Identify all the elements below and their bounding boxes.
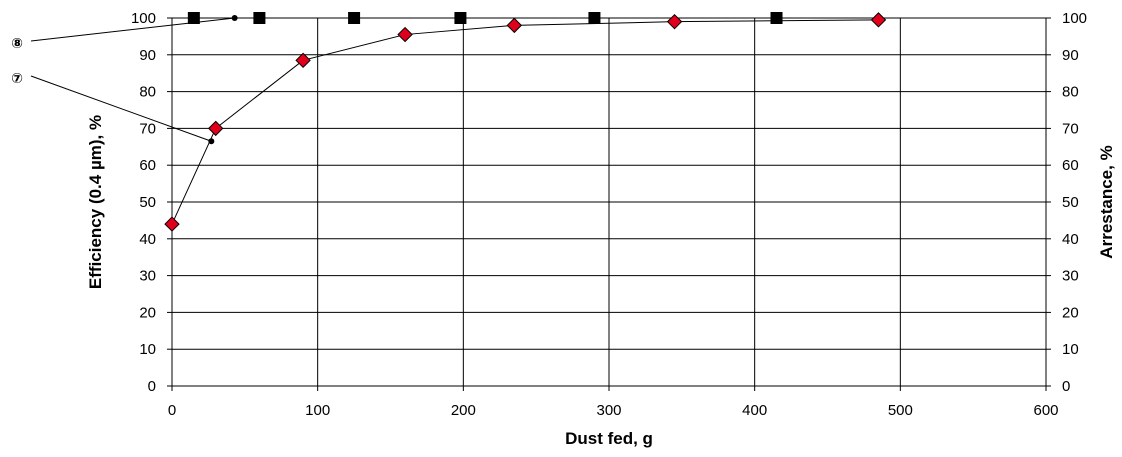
y2-tick-label: 80	[1062, 84, 1079, 101]
y-axis-title: Efficiency (0.4 µm), %	[86, 115, 105, 289]
grid	[171, 17, 1047, 387]
x-tick-label: 500	[888, 402, 913, 419]
y2-tick-label: 90	[1062, 47, 1079, 64]
x-tick-label: 100	[305, 402, 330, 419]
x-tick-label: 600	[1033, 402, 1058, 419]
data-point-diamond	[207, 120, 224, 137]
data-point-diamond	[506, 17, 523, 34]
data-point-square	[253, 12, 266, 24]
labels: 0 10 20 30 40 50 60 70 80 90 100 0 10 20 30 40 50 60 70 80 9…	[11, 10, 1116, 448]
y-tick-label: 30	[139, 268, 156, 285]
y2-tick-label: 40	[1062, 231, 1079, 248]
callout-point	[231, 15, 238, 21]
y-tick-label: 20	[139, 304, 156, 321]
callout-point	[208, 138, 215, 145]
x-tick-label: 200	[451, 402, 476, 419]
y2-tick-label: 20	[1062, 304, 1079, 321]
y2-tick-label: 50	[1062, 194, 1079, 211]
y2-tick-label: 70	[1062, 120, 1079, 137]
data-point-square	[770, 12, 783, 24]
y-tick-label: 40	[139, 231, 156, 248]
y-tick-label: 90	[139, 47, 156, 64]
y2-tick-label: 100	[1062, 10, 1087, 27]
y-tick-label: 80	[139, 84, 156, 101]
y2-tick-label: 10	[1062, 341, 1079, 358]
data-point-diamond	[870, 12, 887, 28]
callouts	[30, 15, 238, 145]
series-line	[171, 19, 879, 225]
y-tick-label: 70	[139, 120, 156, 137]
callout-leader-line	[30, 17, 235, 42]
y-tick-label: 10	[139, 341, 156, 358]
data-point-square	[454, 12, 467, 24]
y2-tick-label: 30	[1062, 268, 1079, 285]
x-tick-label: 300	[596, 402, 621, 419]
data-point-diamond	[164, 216, 180, 232]
x-axis-title: Dust fed, g	[565, 429, 653, 448]
y-tick-label: 0	[148, 378, 156, 395]
y-tick-label: 50	[139, 194, 156, 211]
x-tick-label: 400	[742, 402, 767, 419]
data-point-diamond	[295, 52, 311, 69]
data-point-diamond	[397, 26, 413, 43]
callout-leader-line	[30, 75, 212, 142]
data-point-diamond	[666, 13, 683, 30]
callout-label: ⑦	[11, 71, 23, 87]
y-tick-label: 60	[139, 157, 156, 174]
axes	[167, 17, 1051, 391]
x-tick-label: 0	[168, 402, 176, 419]
y-tick-label: 100	[131, 10, 156, 27]
y2-tick-label: 60	[1062, 157, 1079, 174]
data-point-square	[187, 12, 200, 24]
callout-label: ⑧	[11, 36, 23, 52]
data-point-square	[588, 12, 601, 24]
data-point-square	[348, 12, 361, 24]
series	[164, 12, 887, 232]
y2-tick-label: 0	[1062, 378, 1070, 395]
y2-axis-title: Arrestance, %	[1097, 145, 1116, 258]
